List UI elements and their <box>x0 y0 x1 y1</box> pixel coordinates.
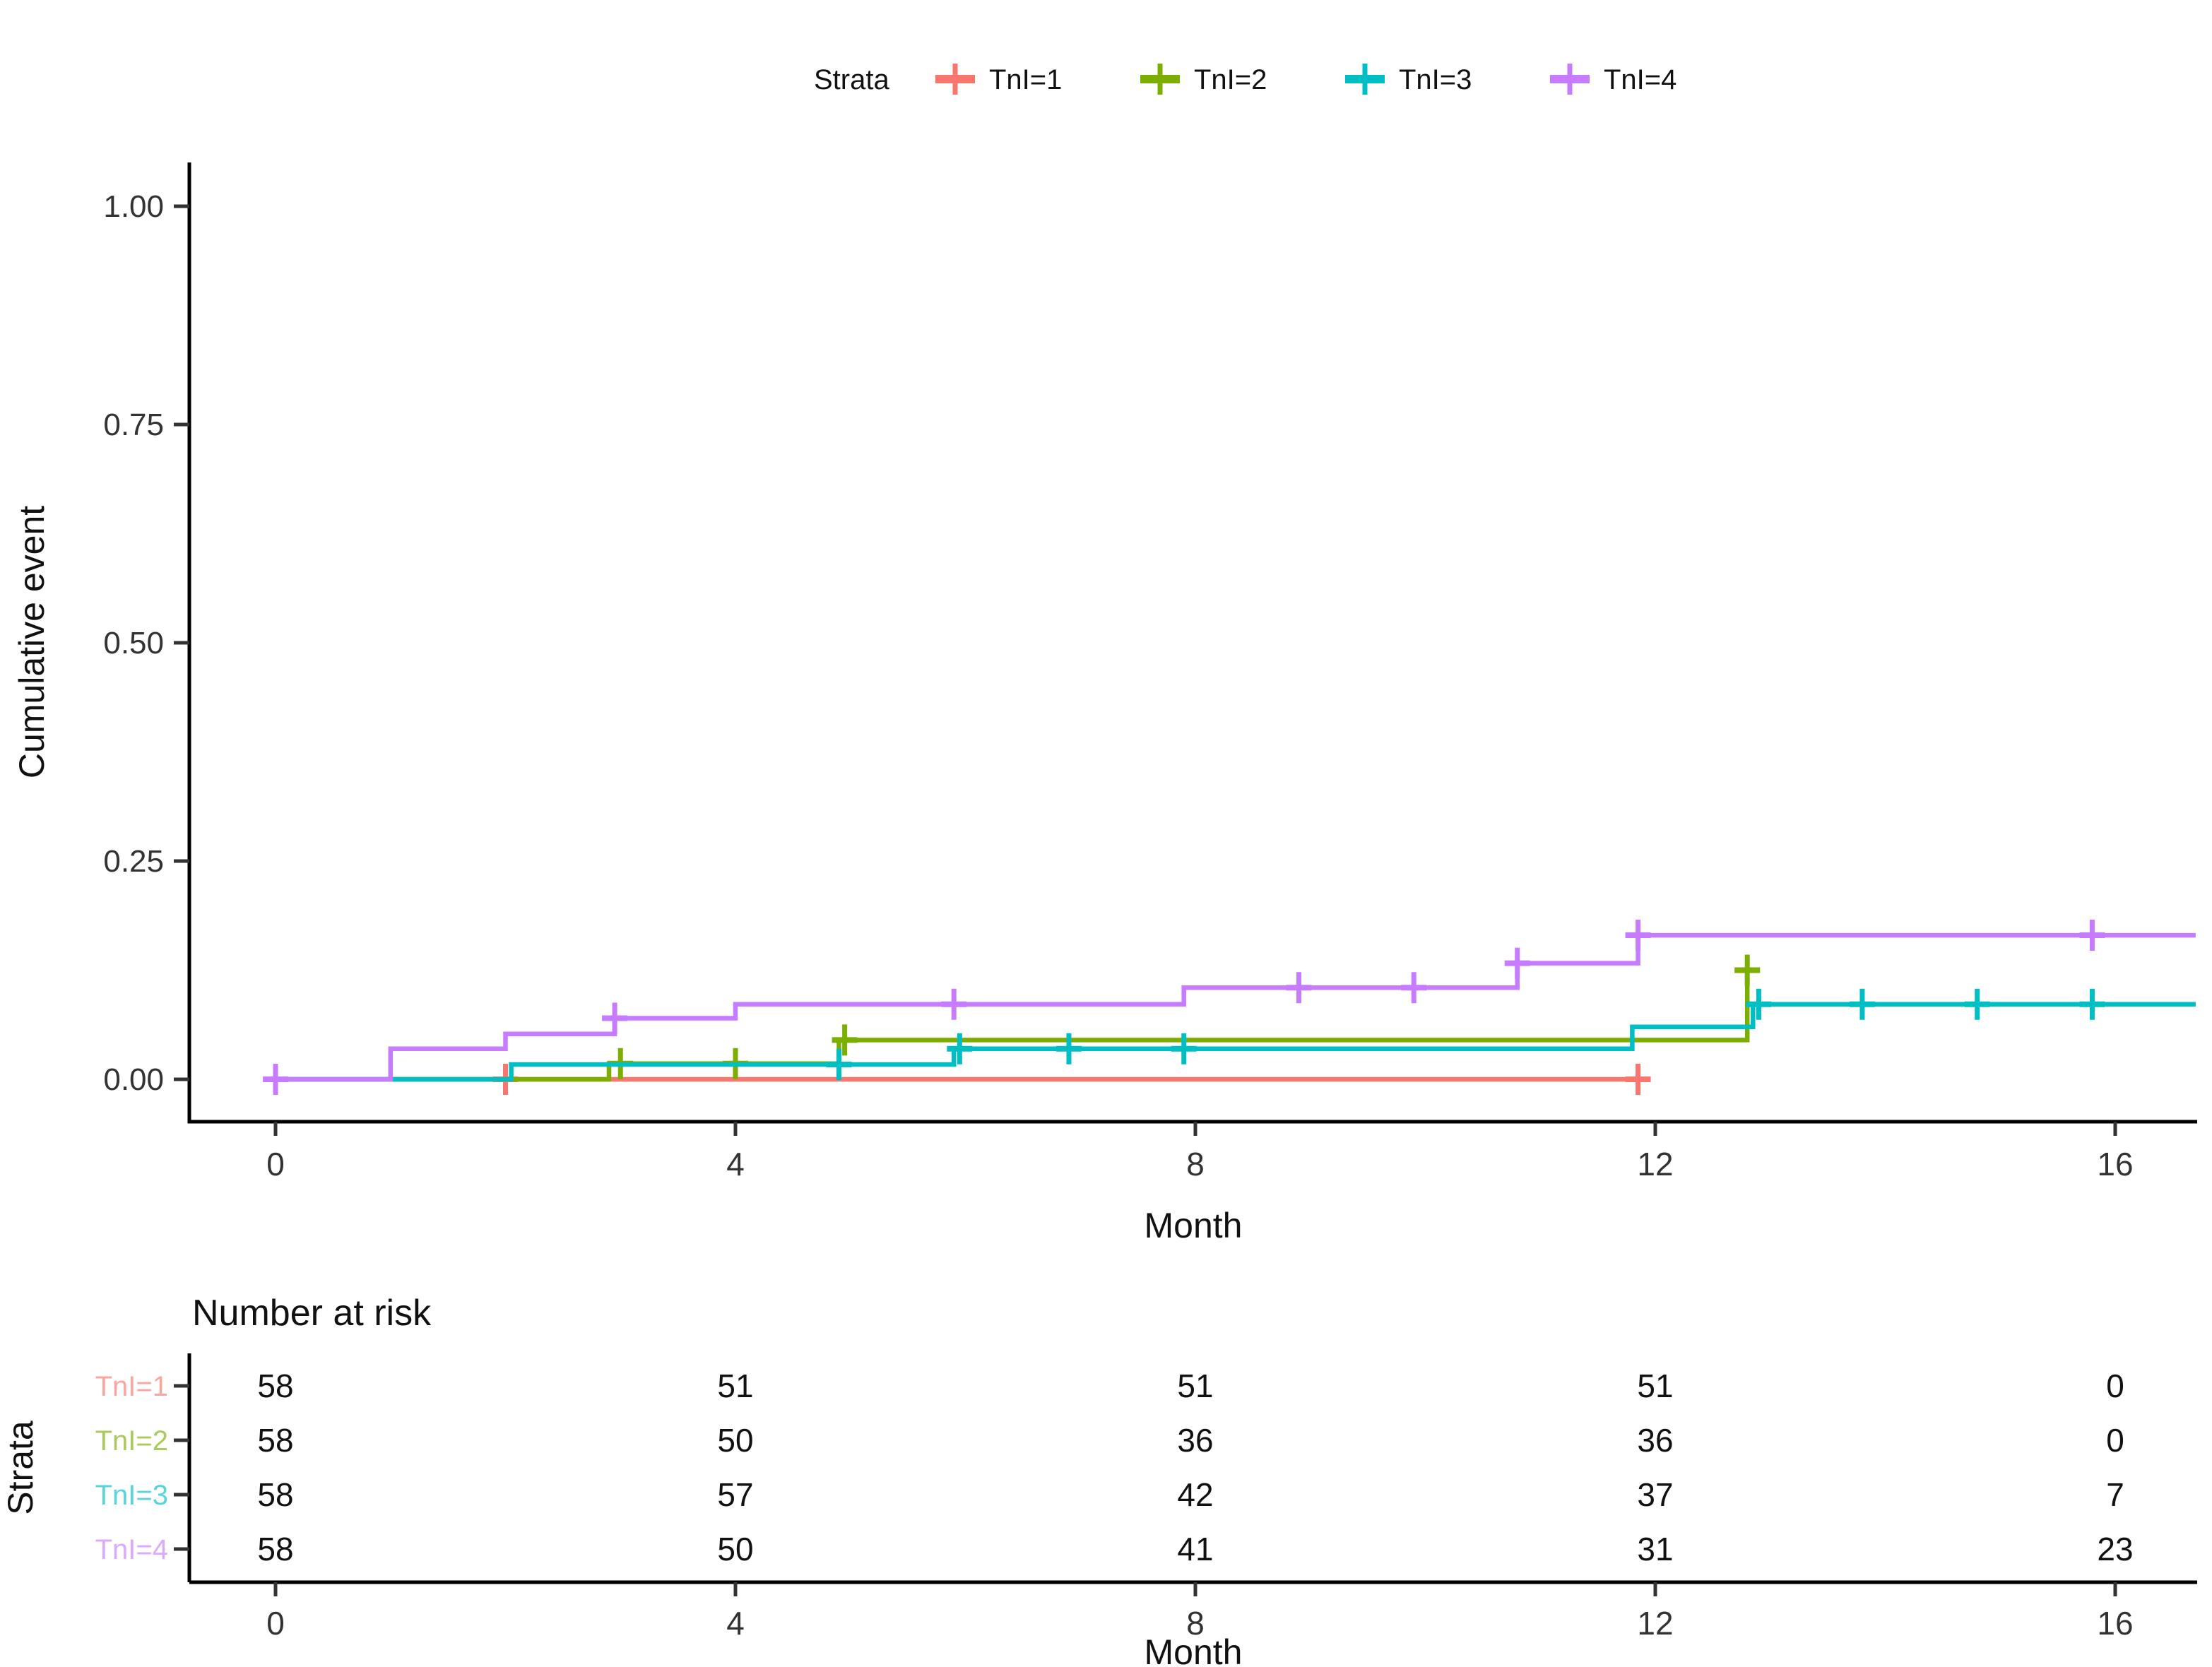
risk-x-tick-label: 0 <box>266 1605 285 1642</box>
risk-count-tni-1-month-8: 51 <box>1177 1368 1213 1404</box>
risk-row-label-tni-3: TnI=3 <box>95 1480 168 1511</box>
censor-mark-tni-4 <box>263 1064 288 1095</box>
risk-count-tni-1-month-16: 0 <box>2106 1368 2124 1404</box>
censor-mark-tni-3 <box>947 1033 973 1064</box>
risk-count-tni-4-month-0: 58 <box>257 1531 293 1567</box>
censor-mark-tni-2 <box>832 1024 858 1056</box>
risk-count-tni-4-month-8: 41 <box>1177 1531 1213 1567</box>
censor-mark-tni-3 <box>1171 1033 1197 1064</box>
y-tick-label: 0.75 <box>103 408 164 442</box>
censor-mark-tni-3 <box>1849 988 1875 1020</box>
y-axis-title: Cumulative event <box>12 506 52 778</box>
risk-count-tni-4-month-16: 23 <box>2097 1531 2133 1567</box>
risk-table-axis-title: Strata <box>1 1420 40 1515</box>
censor-mark-tni-4 <box>2079 920 2105 951</box>
legend-entry-tni-3: TnI=3 <box>1345 64 1472 95</box>
censor-mark-tni-3 <box>1746 988 1772 1020</box>
legend-entry-tni-1: TnI=1 <box>935 64 1062 95</box>
risk-x-tick-label: 4 <box>726 1605 745 1642</box>
legend-entry-tni-2: TnI=2 <box>1140 64 1267 95</box>
risk-x-tick-label: 12 <box>1637 1605 1673 1642</box>
legend-strata-title: Strata <box>814 64 889 95</box>
censor-mark-tni-3 <box>2079 988 2105 1020</box>
risk-row-label-tni-2: TnI=2 <box>95 1425 168 1457</box>
censor-mark-tni-4 <box>941 988 967 1020</box>
legend-label-tni-2: TnI=2 <box>1194 64 1267 95</box>
censor-mark-tni-4 <box>1625 920 1651 951</box>
y-tick-label: 1.00 <box>103 189 164 224</box>
plot-axes: 0.00 0.25 0.50 0.75 1.00 0 4 8 12 16 <box>103 162 2197 1182</box>
censor-mark-tni-4 <box>1504 947 1530 979</box>
risk-count-tni-2-month-16: 0 <box>2106 1422 2124 1459</box>
curve-tni-2 <box>276 970 1750 1082</box>
risk-count-tni-3-month-16: 7 <box>2106 1476 2124 1513</box>
censor-mark-tni-4 <box>602 1002 628 1034</box>
y-tick-label: 0.25 <box>103 844 164 879</box>
risk-table-x-axis-title: Month <box>1145 1632 1243 1667</box>
risk-count-tni-1-month-0: 58 <box>257 1368 293 1404</box>
risk-count-tni-3-month-8: 42 <box>1177 1476 1213 1513</box>
x-tick-label: 0 <box>266 1146 285 1182</box>
risk-count-tni-2-month-4: 50 <box>717 1422 753 1459</box>
risk-count-tni-4-month-12: 31 <box>1637 1531 1673 1567</box>
risk-row-label-tni-1: TnI=1 <box>95 1371 168 1402</box>
risk-table-title: Number at risk <box>192 1293 432 1334</box>
risk-count-tni-4-month-4: 50 <box>717 1531 753 1567</box>
censor-mark-tni-3 <box>1964 988 1990 1020</box>
x-tick-label: 4 <box>726 1146 745 1182</box>
curve-tni-3 <box>276 1002 2196 1082</box>
risk-count-tni-3-month-12: 37 <box>1637 1476 1673 1513</box>
risk-count-tni-2-month-12: 36 <box>1637 1422 1673 1459</box>
legend-label-tni-4: TnI=4 <box>1604 64 1676 95</box>
risk-count-tni-2-month-8: 36 <box>1177 1422 1213 1459</box>
survival-curves <box>263 920 2196 1095</box>
x-tick-label: 8 <box>1186 1146 1205 1182</box>
x-tick-label: 16 <box>2097 1146 2133 1182</box>
risk-row-label-tni-4: TnI=4 <box>95 1534 168 1565</box>
risk-count-tni-1-month-12: 51 <box>1637 1368 1673 1404</box>
legend-label-tni-1: TnI=1 <box>989 64 1062 95</box>
y-tick-label: 0.50 <box>103 626 164 660</box>
curve-tni-4 <box>276 932 2196 1082</box>
risk-count-tni-2-month-0: 58 <box>257 1422 293 1459</box>
legend-label-tni-3: TnI=3 <box>1399 64 1472 95</box>
plot-axis-lines <box>187 162 2197 1124</box>
censor-mark-tni-3 <box>1055 1033 1082 1064</box>
x-axis-title: Month <box>1145 1206 1243 1245</box>
censor-mark-tni-1 <box>1625 1064 1651 1095</box>
risk-count-tni-3-month-4: 57 <box>717 1476 753 1513</box>
legend-entry-tni-4: TnI=4 <box>1550 64 1676 95</box>
censor-mark-tni-4 <box>1286 972 1312 1004</box>
risk-x-tick-label: 8 <box>1186 1605 1205 1642</box>
censor-mark-tni-2 <box>1734 954 1761 986</box>
censor-mark-tni-3 <box>826 1048 852 1080</box>
risk-count-tni-1-month-4: 51 <box>717 1368 753 1404</box>
censor-mark-tni-4 <box>1401 972 1427 1004</box>
legend: Strata TnI=1 TnI=2 TnI=3 TnI=4 <box>814 64 1676 95</box>
risk-count-tni-3-month-0: 58 <box>257 1476 293 1513</box>
y-tick-label: 0.00 <box>103 1062 164 1097</box>
x-tick-label: 12 <box>1637 1146 1673 1182</box>
risk-x-tick-label: 16 <box>2097 1605 2133 1642</box>
